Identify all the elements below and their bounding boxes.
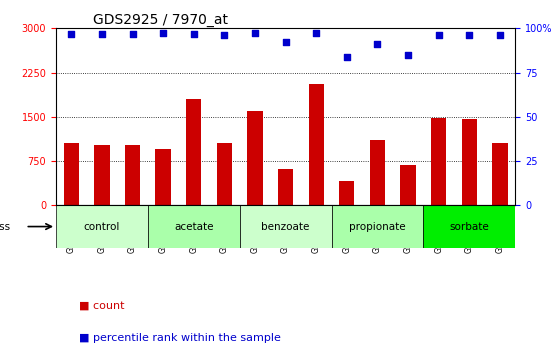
- Point: [312, 30, 321, 36]
- Text: GDS2925 / 7970_at: GDS2925 / 7970_at: [93, 13, 228, 27]
- Text: control: control: [84, 222, 120, 232]
- Bar: [125, 144, 140, 205]
- Point: [342, 54, 351, 59]
- Point: [496, 33, 505, 38]
- Point: [67, 31, 76, 36]
- Point: [281, 40, 290, 45]
- Bar: [186, 99, 202, 205]
- Bar: [156, 149, 171, 205]
- Text: ■ count: ■ count: [79, 301, 124, 311]
- Bar: [400, 165, 416, 205]
- Point: [97, 31, 106, 36]
- FancyBboxPatch shape: [148, 205, 240, 248]
- FancyBboxPatch shape: [240, 205, 332, 248]
- Point: [465, 33, 474, 38]
- FancyBboxPatch shape: [423, 205, 515, 248]
- Point: [434, 33, 443, 38]
- Text: benzoate: benzoate: [262, 222, 310, 232]
- Bar: [461, 119, 477, 205]
- Bar: [492, 143, 507, 205]
- Point: [250, 30, 259, 36]
- Bar: [339, 181, 354, 205]
- Text: stress: stress: [0, 222, 10, 232]
- Bar: [309, 84, 324, 205]
- Bar: [94, 145, 110, 205]
- FancyBboxPatch shape: [332, 205, 423, 248]
- Text: propionate: propionate: [349, 222, 406, 232]
- Point: [189, 31, 198, 36]
- Point: [373, 41, 382, 47]
- Bar: [248, 111, 263, 205]
- Point: [128, 31, 137, 36]
- Text: acetate: acetate: [174, 222, 213, 232]
- Bar: [370, 141, 385, 205]
- FancyBboxPatch shape: [56, 205, 148, 248]
- Point: [404, 52, 413, 58]
- Bar: [217, 143, 232, 205]
- Text: ■ percentile rank within the sample: ■ percentile rank within the sample: [79, 333, 281, 343]
- Text: sorbate: sorbate: [450, 222, 489, 232]
- Bar: [431, 118, 446, 205]
- Point: [220, 33, 229, 38]
- Bar: [278, 169, 293, 205]
- Bar: [64, 143, 79, 205]
- Point: [158, 30, 167, 36]
